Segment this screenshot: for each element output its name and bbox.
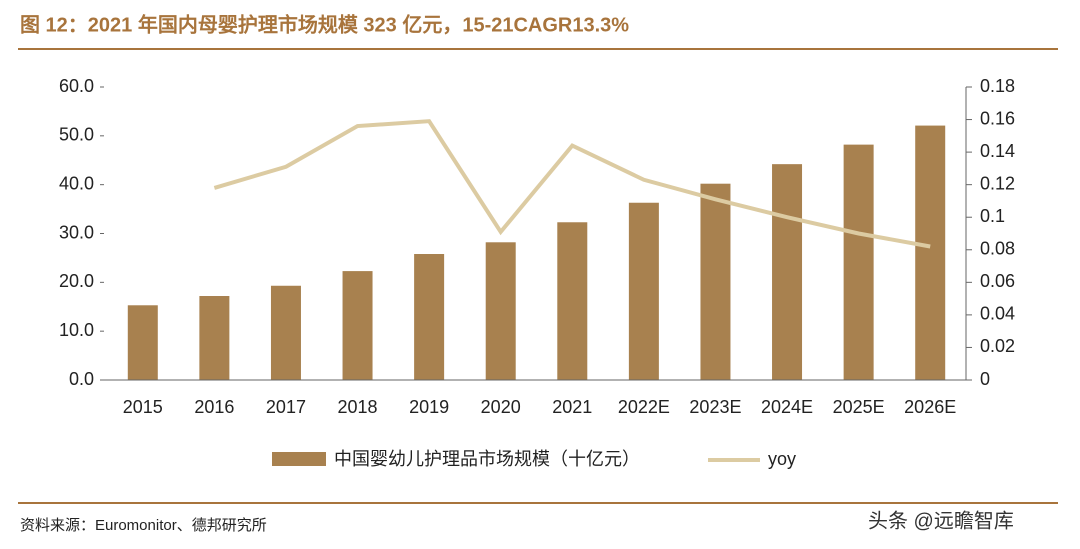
y-tick-label: 50.0 bbox=[59, 125, 94, 145]
y2-tick-label: 0.02 bbox=[980, 336, 1015, 356]
x-tick-label: 2025E bbox=[833, 397, 885, 417]
y-tick-label: 60.0 bbox=[59, 76, 94, 96]
x-tick-label: 2021 bbox=[552, 397, 592, 417]
bar bbox=[915, 125, 946, 380]
watermark: 头条 @远瞻智库 bbox=[868, 509, 1014, 532]
legend-label: 中国婴幼儿护理品市场规模（十亿元） bbox=[334, 449, 640, 469]
x-tick-label: 2026E bbox=[904, 397, 956, 417]
x-tick-label: 2024E bbox=[761, 397, 813, 417]
y-tick-label: 0.0 bbox=[69, 369, 94, 389]
x-tick-label: 2017 bbox=[266, 397, 306, 417]
y2-tick-label: 0.12 bbox=[980, 173, 1015, 193]
legend-swatch bbox=[272, 452, 326, 466]
y2-tick-label: 0.14 bbox=[980, 141, 1015, 161]
source: 资料来源：Euromonitor、德邦研究所 bbox=[20, 516, 267, 534]
bar bbox=[127, 305, 158, 380]
y-tick-label: 20.0 bbox=[59, 271, 94, 291]
bar bbox=[270, 285, 301, 380]
x-tick-label: 2022E bbox=[618, 397, 670, 417]
y2-tick-label: 0.04 bbox=[980, 304, 1015, 324]
y2-tick-label: 0 bbox=[980, 369, 990, 389]
x-tick-label: 2019 bbox=[409, 397, 449, 417]
y2-tick-label: 0.06 bbox=[980, 271, 1015, 291]
y2-tick-label: 0.08 bbox=[980, 239, 1015, 259]
bar bbox=[628, 202, 659, 380]
y2-tick-label: 0.18 bbox=[980, 76, 1015, 96]
y2-tick-label: 0.16 bbox=[980, 108, 1015, 128]
bar bbox=[485, 242, 516, 380]
x-tick-label: 2016 bbox=[194, 397, 234, 417]
x-tick-label: 2018 bbox=[338, 397, 378, 417]
bar bbox=[557, 222, 588, 380]
y-tick-label: 30.0 bbox=[59, 222, 94, 242]
bar bbox=[700, 183, 731, 380]
bar bbox=[843, 144, 874, 380]
bar bbox=[199, 296, 230, 380]
chart-title: 图 12：2021 年国内母婴护理市场规模 323 亿元，15-21CAGR13… bbox=[20, 12, 629, 36]
x-tick-label: 2023E bbox=[689, 397, 741, 417]
yoy-line bbox=[213, 119, 931, 249]
legend-label: yoy bbox=[768, 449, 796, 469]
bar bbox=[772, 164, 803, 380]
y-tick-label: 10.0 bbox=[59, 320, 94, 340]
x-tick-label: 2020 bbox=[481, 397, 521, 417]
y2-tick-label: 0.1 bbox=[980, 206, 1005, 226]
x-tick-label: 2015 bbox=[123, 397, 163, 417]
y-tick-label: 40.0 bbox=[59, 173, 94, 193]
bar bbox=[414, 254, 445, 380]
bar bbox=[342, 271, 373, 380]
